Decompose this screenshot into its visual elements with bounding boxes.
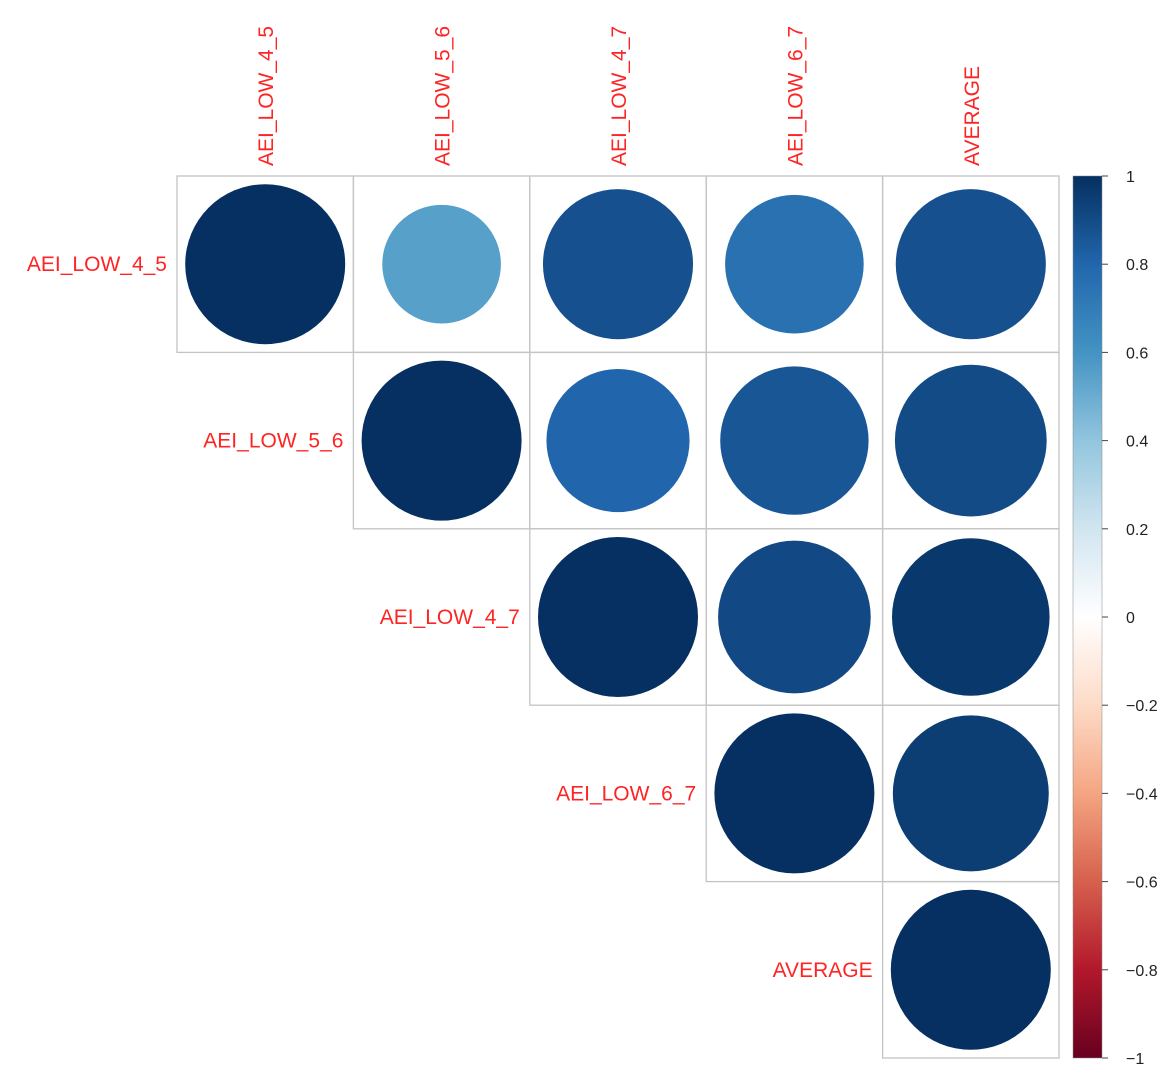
corr-circle-AEI_LOW_4_5-AEI_LOW_4_5 [185,184,346,345]
cell-AVERAGE-AVERAGE [881,880,1060,1059]
corr-circle-AEI_LOW_4_5-AEI_LOW_4_7 [542,189,694,340]
corr-circle-AEI_LOW_4_7-AEI_LOW_6_7 [718,540,871,694]
column-label-AEI_LOW_5_6: AEI_LOW_5_6 [432,26,455,166]
column-label-AEI_LOW_6_7: AEI_LOW_6_7 [784,26,807,166]
colorbar-tick-label: −0.2 [1126,698,1158,715]
corr-circle-AEI_LOW_5_6-AEI_LOW_4_7 [546,369,690,513]
colorbar-tick-label: 0.4 [1126,434,1148,451]
colorbar-tick-label: 0.8 [1126,257,1148,274]
corr-circle-AEI_LOW_4_7-AVERAGE [892,538,1050,696]
column-labels: AEI_LOW_4_5 AEI_LOW_5_6 AEI_LOW_4_7 AEI_LOW… [255,26,984,166]
matrix-cells [176,175,1060,1059]
corr-circle-AEI_LOW_4_5-AEI_LOW_5_6 [382,204,501,324]
corr-circle-AEI_LOW_5_6-AEI_LOW_6_7 [720,366,869,515]
row-labels: AEI_LOW_4_5 AEI_LOW_5_6 AEI_LOW_4_7 AEI_LOW… [27,253,873,982]
colorbar-tick-label: 0.2 [1126,522,1148,539]
row-label-AEI_LOW_5_6: AEI_LOW_5_6 [203,430,343,453]
colorbar-gradient [1072,175,1103,1059]
column-label-AVERAGE: AVERAGE [961,66,984,166]
colorbar-tick-label: 0.6 [1126,345,1148,362]
corr-circle-AEI_LOW_4_5-AEI_LOW_6_7 [725,194,864,334]
row-label-AVERAGE: AVERAGE [773,959,873,982]
corr-circle-AVERAGE-AVERAGE [890,889,1051,1050]
colorbar-ticks: 1 0.8 0.6 0.4 0.2 0 −0.2 −0.4 −0.6 −0.8 −1 [1102,169,1158,1068]
column-label-AEI_LOW_4_5: AEI_LOW_4_5 [255,26,278,166]
colorbar: 1 0.8 0.6 0.4 0.2 0 −0.2 −0.4 −0.6 −0.8 −1 [1072,169,1158,1068]
corr-circle-AEI_LOW_5_6-AVERAGE [894,364,1047,517]
colorbar-tick-label: 1 [1126,169,1135,186]
corr-circle-AEI_LOW_4_7-AEI_LOW_4_7 [538,537,698,697]
colorbar-tick-label: −0.6 [1126,875,1158,892]
colorbar-tick-label: −1 [1126,1051,1144,1068]
corr-circle-AEI_LOW_5_6-AEI_LOW_5_6 [361,360,522,521]
column-label-AEI_LOW_4_7: AEI_LOW_4_7 [608,26,631,166]
corr-circle-AEI_LOW_4_5-AVERAGE [895,189,1046,340]
corr-circle-AEI_LOW_6_7-AEI_LOW_6_7 [714,713,875,874]
row-label-AEI_LOW_4_5: AEI_LOW_4_5 [27,253,167,276]
colorbar-tick-label: −0.4 [1126,786,1158,803]
row-label-AEI_LOW_4_7: AEI_LOW_4_7 [380,606,520,629]
row-label-AEI_LOW_6_7: AEI_LOW_6_7 [556,782,696,805]
colorbar-tick-label: 0 [1126,610,1135,627]
colorbar-tick-label: −0.8 [1126,963,1158,980]
corr-circle-AEI_LOW_6_7-AVERAGE [892,715,1049,872]
